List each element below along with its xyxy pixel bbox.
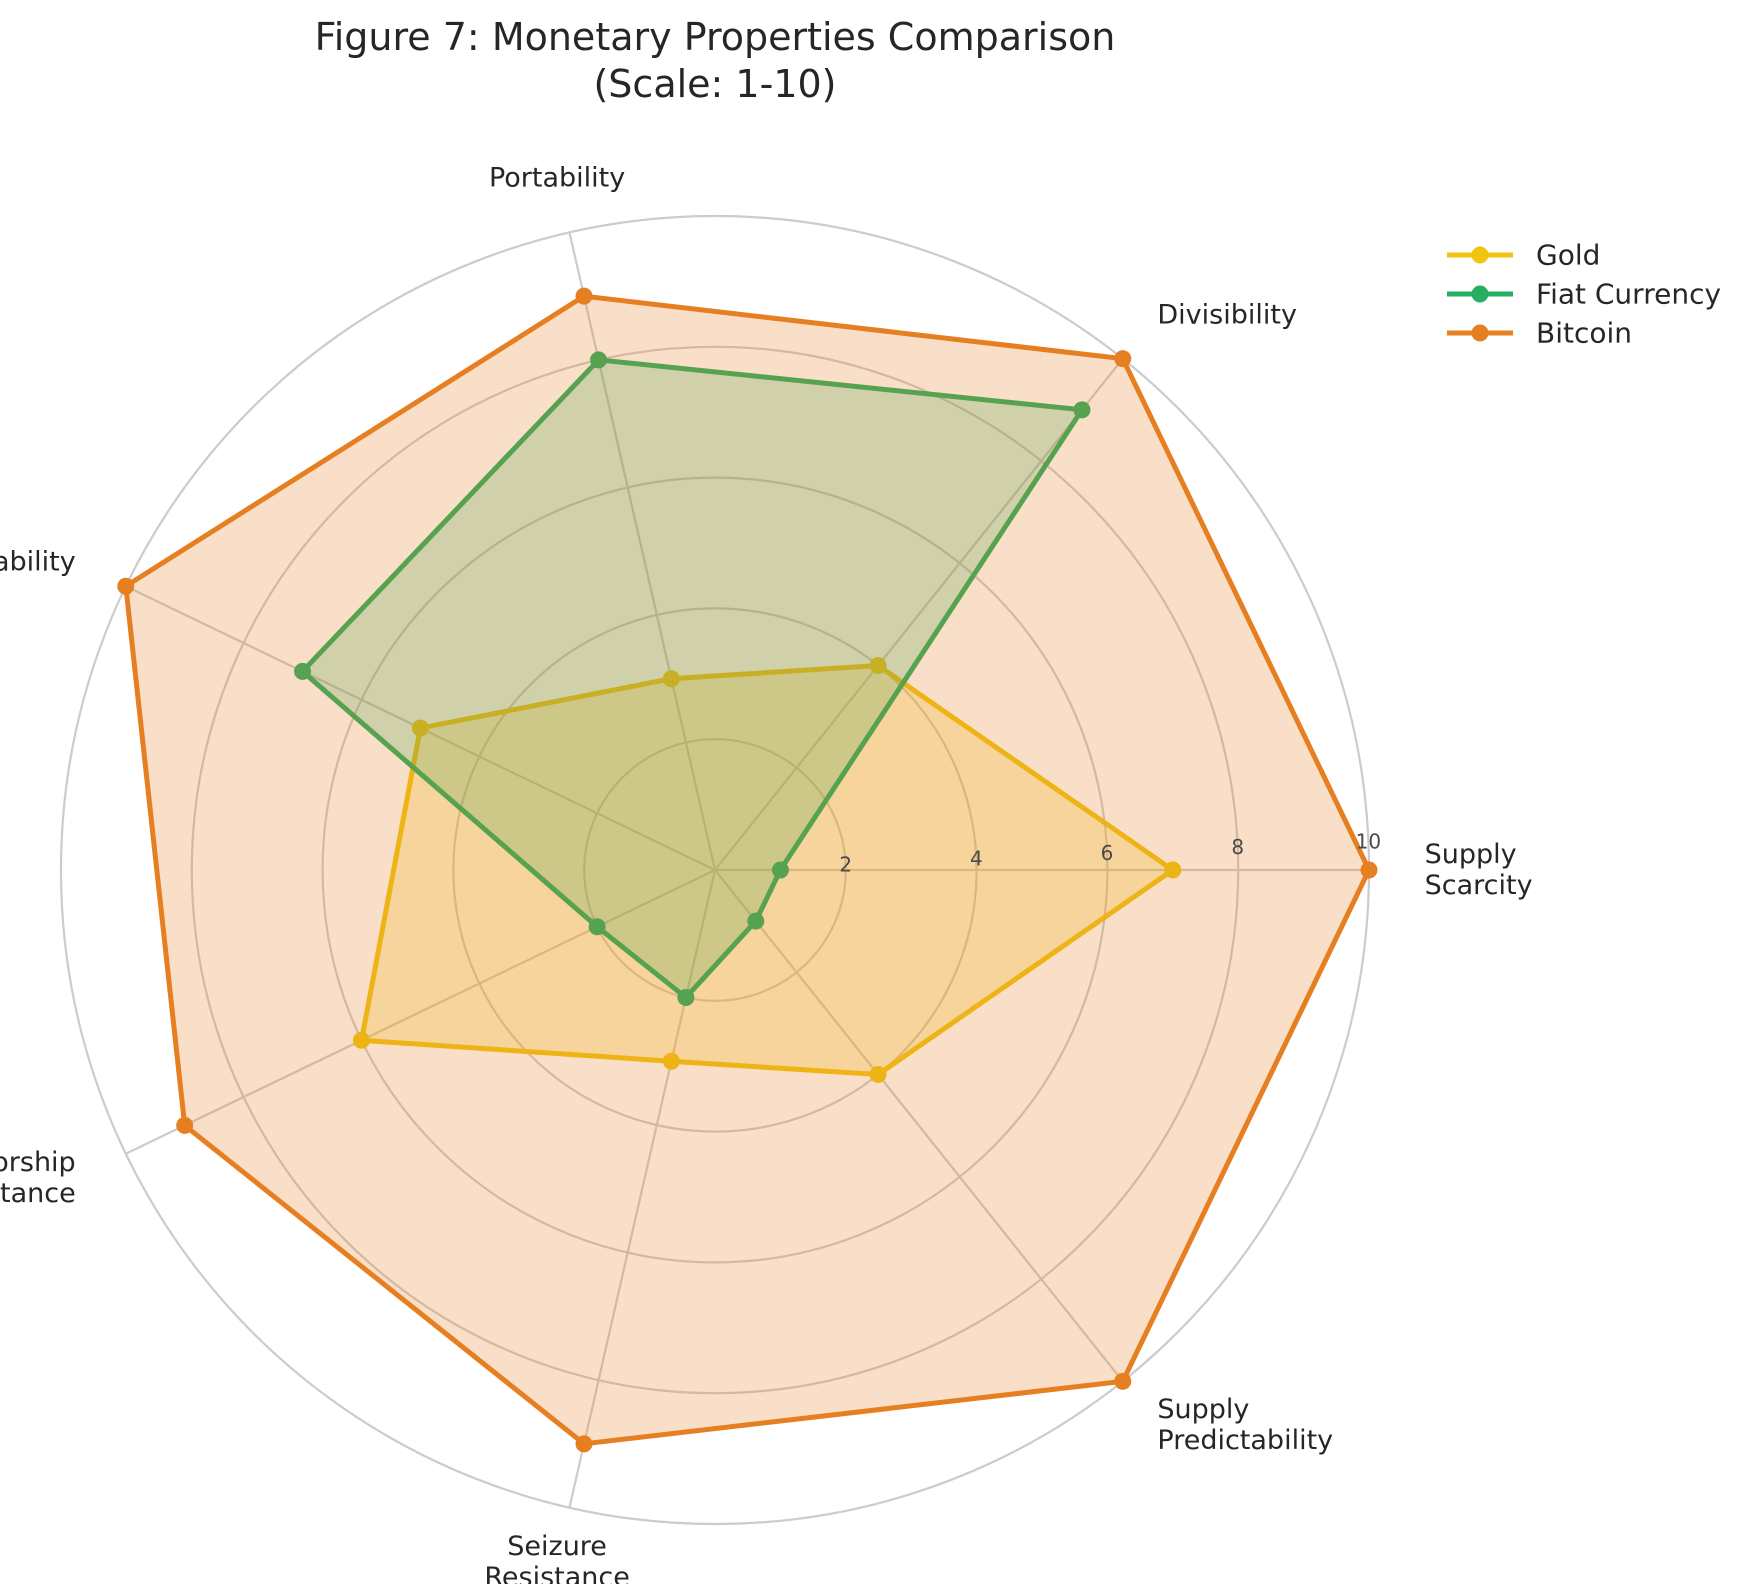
axis-label-6-line-1: Predictability (1157, 1425, 1333, 1456)
axis-label-layer: SupplyScarcityDivisibilityPortabilityVer… (0, 163, 1533, 1584)
series-2-point-5 (575, 1435, 593, 1453)
legend-label-0: Gold (1536, 239, 1600, 272)
axis-label-2: Portability (489, 163, 625, 194)
series-1-point-4 (588, 918, 606, 936)
axis-label-1: Divisibility (1157, 300, 1297, 331)
axis-label-0-line-1: Scarcity (1425, 870, 1533, 901)
series-line-0 (358, 662, 1178, 1078)
legend-label-1: Fiat Currency (1536, 278, 1721, 311)
series-1-point-6 (747, 912, 765, 930)
series-2-point-1 (1114, 350, 1132, 368)
axis-label-0-line-0: Supply (1425, 839, 1517, 870)
series-0-point-3 (411, 719, 429, 737)
r-tick-label-2: 2 (839, 852, 852, 876)
r-tick-label-8: 8 (1231, 835, 1244, 859)
series-1-point-0 (771, 861, 789, 879)
series-0-point-0 (1164, 861, 1182, 879)
series-1-point-1 (1073, 401, 1091, 419)
legend-item-0: Gold (1447, 239, 1600, 272)
series-2-point-0 (1360, 861, 1378, 879)
axis-label-4-line-0: Censorship (0, 1147, 76, 1178)
series-2-point-3 (117, 577, 135, 595)
chart-title: Figure 7: Monetary Properties Comparison (315, 15, 1116, 59)
axis-label-3-line-0: Verifiability (0, 547, 76, 578)
series-line-1 (298, 357, 1087, 1001)
axis-label-1-line-0: Divisibility (1157, 300, 1297, 331)
series-1-point-2 (590, 351, 608, 369)
axis-label-3: Verifiability (0, 547, 76, 578)
series-0-point-2 (662, 670, 680, 688)
legend-swatch-marker-2 (1471, 324, 1489, 342)
axis-label-5-line-1: Resistance (484, 1562, 630, 1584)
axis-label-5-line-0: Seizure (507, 1531, 607, 1562)
legend-label-2: Bitcoin (1536, 317, 1632, 350)
series-0-point-6 (869, 1066, 887, 1084)
series-2 (117, 287, 1378, 1453)
series-2-point-4 (176, 1116, 194, 1134)
series-0 (352, 656, 1182, 1084)
axis-label-4: CensorshipResistance (0, 1147, 76, 1209)
series-0-point-4 (352, 1031, 370, 1049)
series-2-point-2 (575, 287, 593, 305)
series-layer (117, 287, 1378, 1453)
grid-spoke-5 (568, 869, 717, 1508)
legend: Gold Fiat Currency Bitcoin (1447, 239, 1721, 350)
series-area-2 (125, 296, 1369, 1444)
series-1-point-3 (294, 662, 312, 680)
r-tick-label-6: 6 (1101, 841, 1114, 865)
legend-item-1: Fiat Currency (1447, 278, 1721, 311)
series-0-point-5 (662, 1052, 680, 1070)
series-2-point-6 (1114, 1372, 1132, 1390)
axis-label-2-line-0: Portability (489, 163, 625, 194)
grid-spoke-6 (714, 869, 1124, 1383)
series-1 (294, 351, 1091, 1007)
r-tick-label-10: 10 (1356, 830, 1381, 854)
grid-spoke-4 (125, 869, 716, 1155)
series-line-2 (123, 293, 1372, 1447)
grid-spoke-1 (714, 357, 1124, 871)
chart-subtitle: (Scale: 1-10) (593, 62, 836, 106)
series-1-point-5 (677, 989, 695, 1007)
grid-spoke-2 (568, 232, 717, 871)
legend-item-2: Bitcoin (1447, 317, 1632, 350)
legend-swatch-marker-0 (1471, 246, 1489, 264)
series-0-point-1 (869, 656, 887, 674)
tick-layer: 2 4 6 8 10 (839, 830, 1381, 877)
r-tick-label-4: 4 (970, 847, 983, 871)
legend-swatch-marker-1 (1471, 285, 1489, 303)
axis-label-4-line-1: Resistance (0, 1178, 76, 1209)
axis-label-6-line-0: Supply (1157, 1394, 1249, 1425)
series-area-0 (361, 665, 1173, 1075)
